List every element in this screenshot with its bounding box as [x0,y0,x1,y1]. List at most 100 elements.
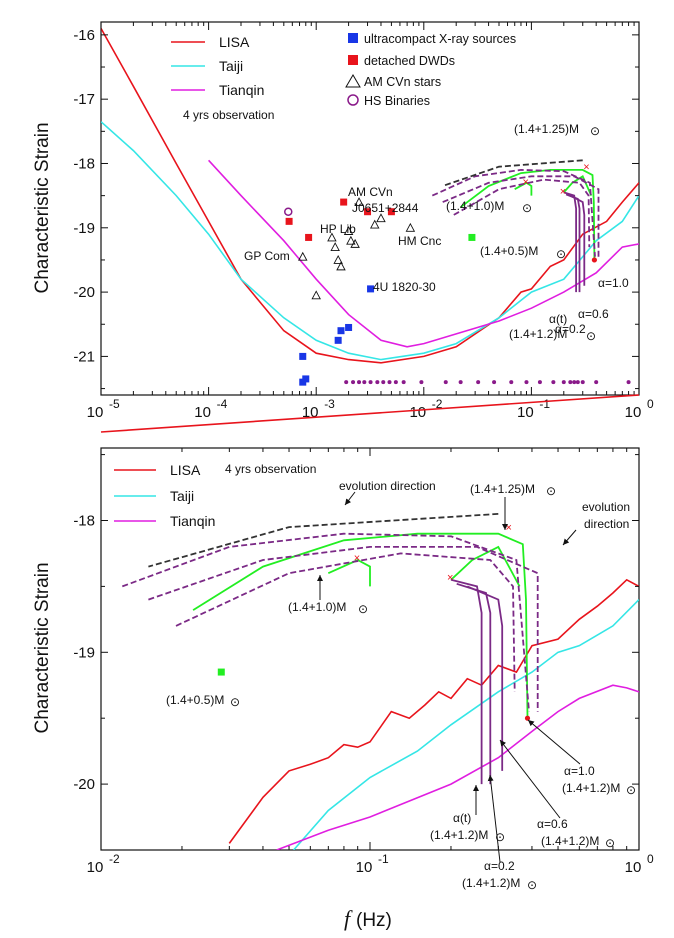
legend-lisa: LISA [219,34,250,50]
top-track-purple-a02 [565,193,581,293]
amcvn-marker [333,254,343,264]
msun-b-7: ⊙ [626,783,636,797]
amcvn-marker [336,261,346,271]
bottom-endpoint-dot [524,715,531,721]
top-xtick-label: 10 [625,404,642,421]
bottom-xtick-exponent: 0 [647,852,654,866]
top-annotations: AM CVn J0651+2844 HP Lib GP Com HM Cnc 4… [244,122,629,343]
amcvn-marker [376,213,386,223]
amcvn-marker [311,290,321,300]
label-b-a02: α=0.2 [484,859,515,873]
label-b-m12-1: (1.4+1.2)M [430,828,488,842]
bottom-curve-lisa [228,578,639,844]
bottom-curve-tianqin [276,684,639,850]
legend-amcvn-marker [345,74,361,88]
arrow-evo2 [562,529,577,546]
bottom-track-purple-b [148,546,539,712]
amcvn-marker [354,197,364,207]
msun-top-3: ⊙ [556,247,566,261]
label-amcvn: AM CVn [348,185,393,199]
label-b-m12-2: (1.4+1.2)M [462,876,520,890]
amcvn-marker [330,242,340,252]
top-curve-tianqin [208,159,639,348]
top-legend-right: ultracompact X-ray sources detached DWDs… [345,32,516,108]
legend-amcvn: AM CVn stars [364,75,441,89]
top-y-axis-title: Characteristic Strain [32,122,53,293]
bottom-legend: LISA Taiji Tianqin 4 yrs observation [114,462,316,529]
label-top-a10: α=1.0 [598,276,629,290]
dot-row-marker [568,380,573,385]
top-xtick-label: 10 [194,404,211,421]
label-b-a10: α=1.0 [564,764,595,778]
top-markers [284,197,631,386]
bottom-m05-marker [217,668,225,676]
dot-row-marker [537,380,542,385]
dot-row-marker [393,380,398,385]
top-track-purple-b [442,175,600,257]
dot-row-marker [357,380,362,385]
bottom-curve-taiji [292,599,639,850]
dot-row-marker [561,380,566,385]
top-xtick-label: 10 [409,404,426,421]
bottom-track-purple-alpha-t [450,578,483,785]
amcvn-marker [327,232,337,242]
bottom-panel: × × × -18 -19 -20 10 -2 10 -1 10 0 LISA Taiji Tian… [73,447,654,931]
top-dotted-guide-1 [442,159,583,187]
bottom-track-green-125 [192,532,529,719]
dot-row-marker [419,380,424,385]
bottom-y-axis-title: Characteristic Strain [32,562,53,733]
top-xtick-exponent: 0 [647,397,654,411]
arrow-evo1 [344,491,356,506]
amcvn-marker [405,222,416,232]
top-xtick-exponent: -4 [217,397,228,411]
top-track-purple-a06 [569,194,586,286]
x-axis-unit: (Hz) [356,910,392,931]
dot-row-marker [509,380,514,385]
label-b-m125: (1.4+1.25)M [470,482,535,496]
legend-ucxb: ultracompact X-ray sources [364,32,516,46]
dot-row-marker [401,380,406,385]
label-top-a02: α=0.2 [555,322,586,336]
msun-top-1: ⊙ [590,124,600,138]
bottom-xtick-exponent: -1 [378,852,389,866]
legend-b-lisa: LISA [170,462,201,478]
label-top-m12: (1.4+1.2)M [509,327,567,341]
bottom-ytick-label: -19 [73,644,95,661]
bottom-ytick-label: -20 [73,776,95,793]
top-xtick-label: 10 [517,404,534,421]
zoom-connector-line [100,394,640,433]
bottom-dotted-guide-1 [148,513,499,568]
ucxb-marker [299,352,307,360]
amcvn-marker [343,226,354,235]
msun-top-2: ⊙ [522,201,532,215]
dwd-marker [387,208,395,216]
legend-b-tianqin: Tianqin [170,513,215,529]
label-gpcom: GP Com [244,249,290,263]
label-b-m10: (1.4+1.0)M [288,600,346,614]
label-b-m05: (1.4+0.5)M [166,693,224,707]
top-track-purple-a [431,168,596,257]
ucxb-marker [345,323,353,331]
label-top-m125: (1.4+1.25)M [514,122,579,136]
top-xtick-label: 10 [87,404,104,421]
legend-hs: HS Binaries [364,94,430,108]
dot-row-marker [594,380,599,385]
dot-row-marker [492,380,497,385]
dot-row-marker [551,380,556,385]
ucxb-marker [337,327,345,335]
bottom-ticks: -18 -19 -20 10 -2 10 -1 10 0 [73,448,654,876]
bottom-cross-marker: × [505,522,511,534]
top-ytick-label: -17 [73,91,95,108]
top-note: 4 yrs observation [183,108,274,122]
top-track-purple-alpha-t [563,191,577,293]
dwd-marker [364,208,372,216]
legend-taiji: Taiji [219,58,243,74]
dot-row-marker [572,380,577,385]
dot-row-marker [344,380,349,385]
top-cross-marker: × [522,176,528,188]
label-top-m10: (1.4+1.0)M [446,199,504,213]
label-4u: 4U 1820-30 [373,280,436,294]
bottom-track-purple-c [175,552,516,692]
bottom-cross-marker: × [447,572,453,584]
